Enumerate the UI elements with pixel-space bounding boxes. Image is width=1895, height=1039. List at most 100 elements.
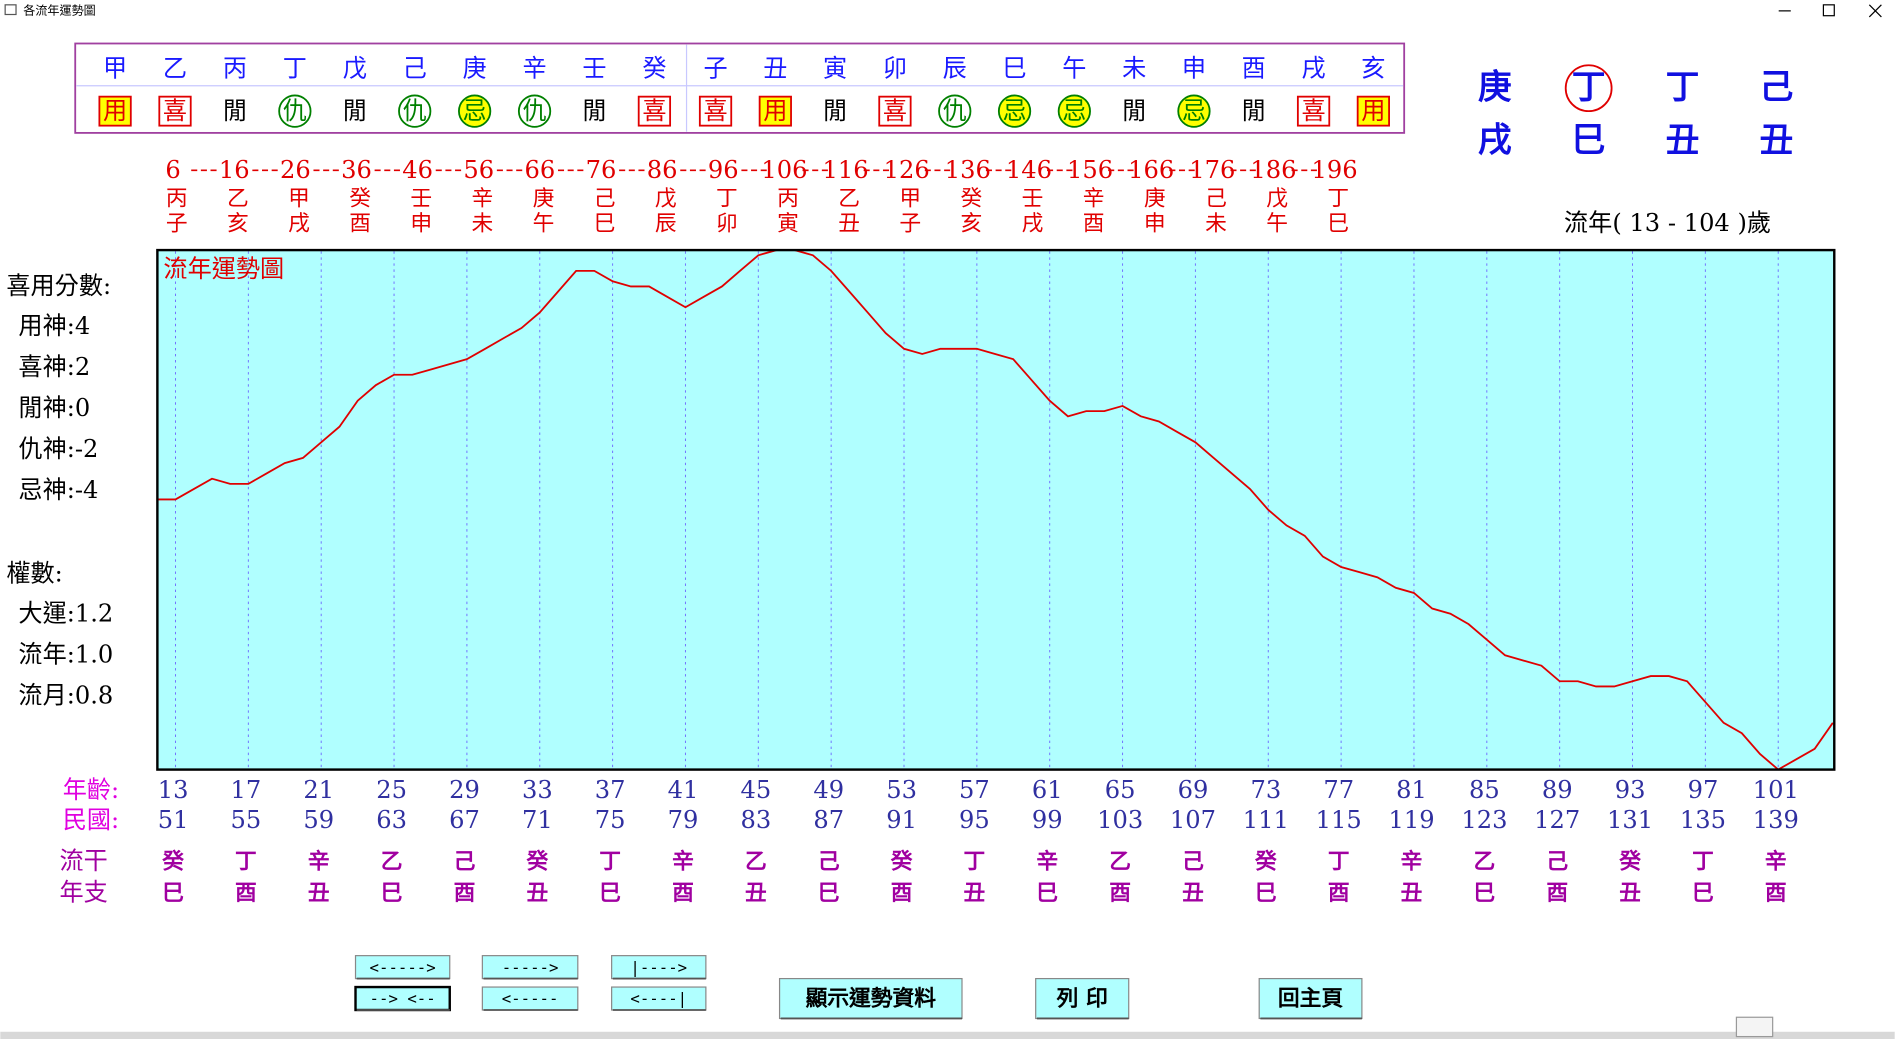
stem: 己	[403, 55, 427, 83]
god-label: 忌	[1002, 97, 1026, 125]
button[interactable]: 列 印	[1035, 977, 1130, 1020]
button[interactable]: ----->	[481, 955, 579, 980]
god-label: 用	[1361, 97, 1385, 125]
age-tick-label: 97	[1688, 776, 1719, 804]
year-stem: 癸	[161, 849, 184, 875]
god-label: 仇	[403, 97, 427, 125]
roc-year: 123	[1461, 806, 1507, 834]
year-stem: 乙	[1474, 850, 1496, 875]
god-circle	[278, 94, 312, 128]
year-branch: 巳	[599, 881, 621, 906]
luck-age: 96	[708, 156, 739, 184]
luck-stem: 甲	[899, 186, 921, 211]
button-label[interactable]: <-----	[502, 989, 559, 1008]
luck-branch: 子	[166, 212, 188, 237]
ganzhi-label: 流干	[60, 847, 108, 875]
god-label: 喜	[1301, 97, 1325, 125]
score-item: 忌神:-4	[18, 476, 98, 504]
pillar-branch: 巳	[1572, 120, 1606, 160]
age-tick-label: 61	[1032, 776, 1063, 804]
button[interactable]: |---->	[611, 955, 707, 980]
year-branch: 酉	[1546, 881, 1568, 906]
luck-age: 26	[280, 156, 311, 184]
plot-area	[157, 250, 1835, 770]
branch: 丑	[763, 55, 787, 83]
god-box	[758, 95, 792, 127]
luck-branch: 辰	[655, 212, 677, 237]
button-label[interactable]: 顯示運勢資料	[806, 986, 937, 1012]
luck-age: 36	[341, 156, 372, 184]
luck-stem: 辛	[1083, 186, 1105, 211]
button-label[interactable]: 列 印	[1056, 987, 1108, 1012]
luck-age: 106	[761, 156, 807, 184]
weights-title: 權數:	[6, 560, 62, 588]
year-branch: 巳	[1036, 881, 1058, 906]
button-label[interactable]: 回主頁	[1278, 987, 1343, 1012]
button-label[interactable]: <----->	[370, 958, 436, 977]
age-tick-label: 93	[1615, 776, 1646, 804]
roc-year: 51	[158, 806, 189, 834]
age-tick-label: 53	[886, 776, 917, 804]
branch: 戌	[1301, 55, 1325, 83]
button-label[interactable]: --> <--	[370, 989, 436, 1008]
age-tick-label: 65	[1105, 776, 1136, 804]
god-label: 喜	[163, 97, 187, 125]
luck-age: 56	[463, 156, 494, 184]
branch: 子	[703, 55, 727, 83]
button[interactable]: 顯示運勢資料	[778, 977, 963, 1020]
luck-branch: 酉	[1083, 212, 1105, 237]
close-button[interactable]	[1868, 4, 1882, 18]
luck-age: 16	[219, 156, 250, 184]
button[interactable]: <-----	[481, 986, 579, 1011]
luck-branch: 卯	[716, 212, 738, 237]
luck-branch: 未	[1205, 212, 1227, 237]
branch: 午	[1062, 55, 1086, 83]
luck-stem: 庚	[533, 186, 555, 211]
luck-stem: 乙	[838, 186, 860, 211]
god-label: 閒	[1242, 97, 1266, 125]
luck-branch: 戌	[288, 212, 310, 237]
year-branch: 酉	[454, 881, 476, 906]
button[interactable]: <----|	[611, 986, 707, 1011]
age-tick-label: 25	[376, 776, 407, 804]
luck-age: 176	[1189, 156, 1235, 184]
button-face[interactable]	[778, 977, 963, 1020]
luck-branch: 寅	[777, 212, 799, 237]
maximize-button[interactable]	[1822, 4, 1835, 17]
year-stem: 丁	[1328, 850, 1350, 875]
year-branch: 巳	[1692, 881, 1714, 906]
window-title: 各流年運勢圖	[23, 2, 95, 17]
age-tick-label: 69	[1178, 776, 1209, 804]
age-tick-label: 101	[1753, 776, 1799, 804]
god-label: 仇	[522, 97, 546, 125]
window-controls[interactable]	[1778, 4, 1882, 18]
luck-stem: 壬	[1022, 186, 1044, 211]
year-stem: 己	[454, 850, 476, 875]
button[interactable]: 回主頁	[1258, 977, 1363, 1020]
year-branch: 酉	[672, 881, 694, 906]
luck-age: 126	[884, 156, 930, 184]
roc-year: 111	[1243, 806, 1289, 834]
god-label: 閒	[582, 97, 606, 125]
button-label[interactable]: <----|	[630, 989, 687, 1008]
god-label: 閒	[1122, 97, 1146, 125]
ime-indicator	[1735, 1016, 1774, 1038]
roc-label: 民國:	[63, 806, 119, 834]
stem: 庚	[463, 55, 487, 83]
button[interactable]: <----->	[354, 955, 451, 980]
stem: 壬	[582, 55, 606, 83]
year-branch: 巳	[1474, 881, 1496, 906]
luck-age: 136	[945, 156, 991, 184]
button-label[interactable]: ----->	[502, 958, 559, 977]
luck-branch: 午	[533, 212, 555, 237]
button-face[interactable]	[1258, 977, 1363, 1020]
button[interactable]: --> <--	[354, 985, 451, 1012]
luck-stem: 丙	[166, 186, 188, 211]
stem: 丁	[283, 55, 307, 83]
luck-branch: 巳	[1327, 212, 1349, 237]
roc-year: 127	[1534, 806, 1580, 834]
roc-year: 67	[449, 806, 480, 834]
stem: 丙	[223, 55, 247, 83]
stem: 癸	[642, 55, 666, 83]
button-label[interactable]: |---->	[630, 958, 687, 977]
